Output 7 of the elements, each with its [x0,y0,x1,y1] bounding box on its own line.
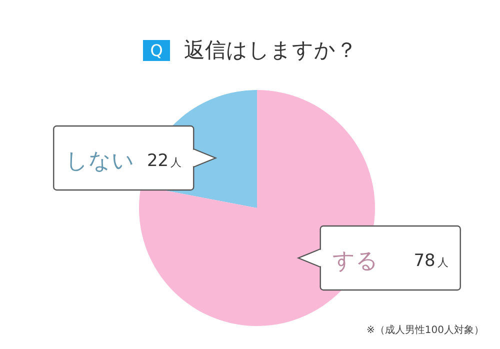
data-label: 78人 [414,251,448,272]
pie-slice [139,90,375,326]
slice-label: しない [66,148,135,174]
q-badge: Q [143,40,170,60]
chart-title: 返信はしますか？ [184,37,357,64]
slice-label: する [332,249,378,274]
text: ※（成人男性100人対象） [366,324,484,337]
